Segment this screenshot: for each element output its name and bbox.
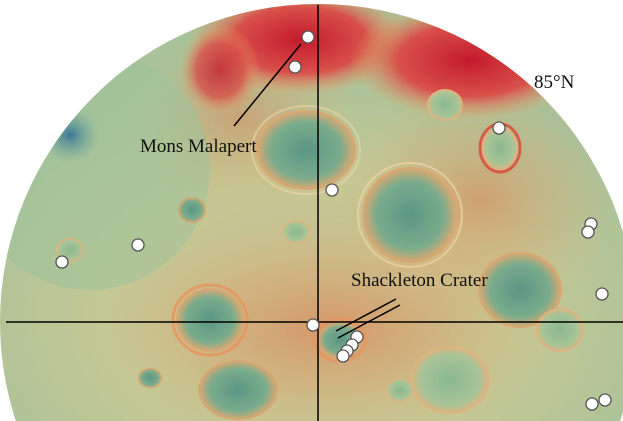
shackleton-crater-label: Shackleton Crater [351,270,488,291]
site-central[interactable] [325,183,339,197]
crater-southeast [410,346,490,414]
site-shackleton-cluster-4[interactable] [336,349,350,363]
crater-north-central [256,110,356,190]
crater-east [478,252,562,328]
site-southeast-2[interactable] [598,393,612,407]
crater-south [198,360,278,420]
site-west-2[interactable] [55,255,69,269]
site-southeast-1[interactable] [585,397,599,411]
site-ridge-east[interactable] [492,121,506,135]
mons-malapert-label: Mons Malapert [140,136,257,157]
site-west-1[interactable] [131,238,145,252]
site-east-edge-2[interactable] [581,225,595,239]
crater-southwest [176,288,244,352]
site-shackleton-rim[interactable] [306,318,320,332]
latitude-label: 85°N [534,72,575,93]
site-near-mons-malapert-2[interactable] [288,60,302,74]
crater-central [362,167,458,263]
shackleton-leader-2 [337,304,401,339]
mons-malapert-leader [233,43,302,127]
site-near-mons-malapert-1[interactable] [301,30,315,44]
shackleton-leader-1 [335,298,397,332]
site-east-edge-3[interactable] [595,287,609,301]
landing-site-markers [55,30,612,411]
